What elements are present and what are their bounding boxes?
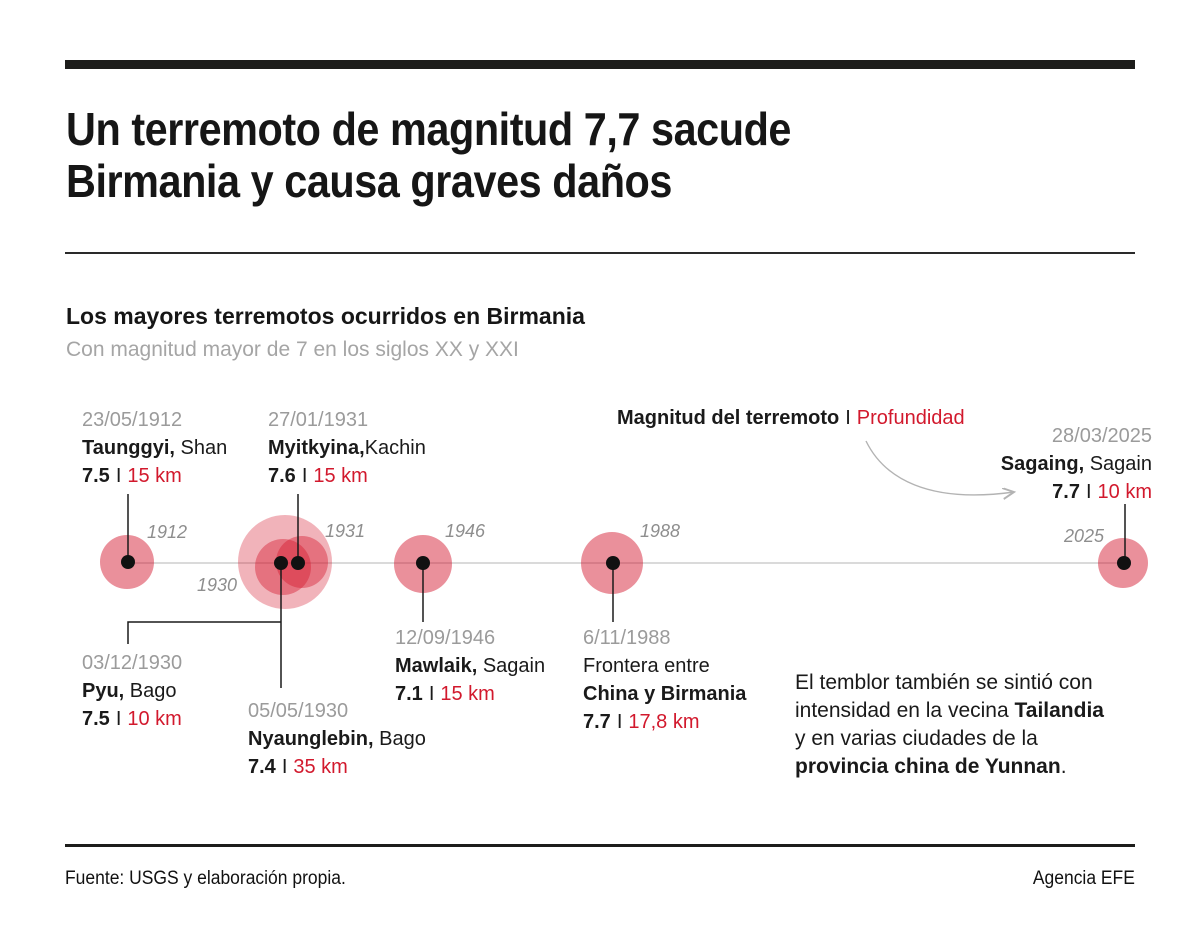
note-line3: y en varias ciudades de la [795,727,1038,750]
chart-title: Los mayores terremotos ocurridos en Birm… [66,303,585,329]
event-magnitude: 7.1 [395,683,423,705]
event-depth: 35 km [293,756,348,778]
footer-rule [65,844,1135,847]
event-date: 03/12/1930 [82,652,183,674]
event-label-taunggyi: 23/05/1912 Taunggyi, Shan 7.5 I 15 km [82,406,227,490]
separator: I [281,756,288,778]
event-label-sagaing: 28/03/2025 Sagaing, Sagain 7.7 I 10 km [1001,422,1152,506]
event-label-pyu: 03/12/1930 Pyu, Bago 7.5 I 10 km [82,649,182,733]
leader-line-pyu-nyaunglebin [127,563,282,688]
separator: I [428,683,435,705]
page-title-line2: Birmania y causa graves daños [66,155,672,207]
note-line2-bold: Tailandia [1014,699,1104,722]
event-place: Sagaing, [1000,453,1085,475]
page-title: Un terremoto de magnitud 7,7 sacude Birm… [66,103,791,207]
note-text: El temblor también se sintió con intensi… [795,669,1104,781]
event-depth: 15 km [440,683,495,705]
event-magnitude: 7.5 [82,465,110,487]
event-magnitude: 7.7 [583,711,611,733]
top-rule [65,60,1135,69]
event-date: 28/03/2025 [1051,425,1152,447]
event-region: Kachin [364,437,426,459]
legend: Magnitud del terremoto I Profundidad [617,407,965,430]
event-label-myitkyina: 27/01/1931 Myitkyina,Kachin 7.6 I 15 km [268,406,426,490]
year-label-1930: 1930 [197,575,238,595]
event-label-mawlaik: 12/09/1946 Mawlaik, Sagain 7.1 I 15 km [395,624,545,708]
event-label-frontera: 6/11/1988 Frontera entre China y Birmani… [583,624,746,736]
event-depth: 10 km [127,708,182,730]
event-place-line2: China y Birmania [583,683,747,705]
note-line4-text: . [1060,755,1067,778]
event-place: Pyu, [82,680,125,702]
event-depth: 15 km [127,465,182,487]
event-date: 12/09/1946 [395,627,496,649]
note-line2-text: intensidad en la vecina [795,699,1015,722]
event-magnitude: 7.7 [1052,481,1080,503]
dot-2025 [1117,556,1131,570]
event-region: Sagain [477,655,546,677]
legend-arrow [865,440,1014,495]
chart-subtitle: Con magnitud mayor de 7 en los siglos XX… [66,338,519,361]
year-label-1931: 1931 [325,521,366,541]
legend-depth-label: Profundidad [856,407,965,429]
note-line4-bold: provincia china de Yunnan [795,755,1061,778]
event-depth: 10 km [1097,481,1152,503]
event-depth: 17,8 km [628,711,700,733]
legend-magnitude-label: Magnitud del terremoto [617,407,840,429]
dot-1988 [606,556,620,570]
separator: I [301,465,308,487]
year-label-1946: 1946 [445,521,486,541]
legend-separator: I [845,407,851,429]
event-region: Sagain [1084,453,1152,475]
event-region: Bago [124,680,177,702]
dot-1912 [121,555,135,569]
event-place: Nyaunglebin, [248,728,374,750]
event-date: 23/05/1912 [82,409,183,431]
separator: I [616,711,623,733]
dot-1931 [291,556,305,570]
event-label-nyaunglebin: 05/05/1930 Nyaunglebin, Bago 7.4 I 35 km [248,697,426,781]
event-place: Myitkyina, [268,437,365,459]
dot-1930 [274,556,288,570]
note-line1: El temblor también se sintió con [795,671,1093,694]
event-region: Bago [373,728,426,750]
event-place: Mawlaik, [395,655,478,677]
event-magnitude: 7.5 [82,708,110,730]
title-divider [65,252,1135,254]
footer-credit: Agencia EFE [1032,868,1135,889]
dot-1946 [416,556,430,570]
event-magnitude: 7.4 [248,756,276,778]
separator: I [1085,481,1092,503]
year-label-2025: 2025 [1064,526,1105,546]
event-date: 6/11/1988 [583,627,671,649]
year-label-1988: 1988 [640,521,681,541]
event-place: Taunggyi, [82,437,175,459]
page-title-line1: Un terremoto de magnitud 7,7 sacude [66,103,792,155]
event-magnitude: 7.6 [268,465,296,487]
event-depth: 15 km [313,465,368,487]
event-date: 27/01/1931 [268,409,369,431]
year-label-1912: 1912 [147,522,188,542]
event-place-line1: Frontera entre [583,655,710,677]
separator: I [115,708,122,730]
event-region: Shan [174,437,228,459]
event-date: 05/05/1930 [248,700,349,722]
separator: I [115,465,122,487]
footer-source: Fuente: USGS y elaboración propia. [65,868,346,889]
